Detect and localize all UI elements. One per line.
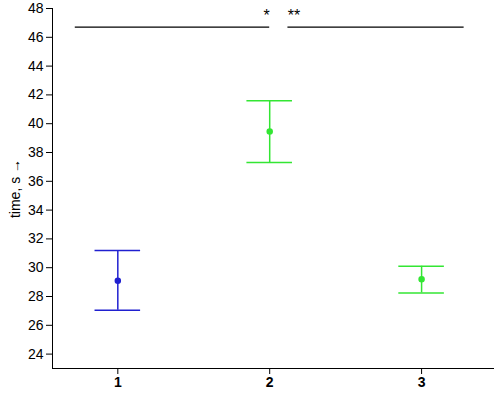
svg-text:34: 34 xyxy=(28,202,44,218)
svg-text:32: 32 xyxy=(28,230,44,246)
svg-text:3: 3 xyxy=(418,374,426,390)
svg-text:44: 44 xyxy=(28,58,44,74)
svg-text:38: 38 xyxy=(28,144,44,160)
svg-text:36: 36 xyxy=(28,173,44,189)
svg-text:30: 30 xyxy=(28,259,44,275)
svg-text:46: 46 xyxy=(28,29,44,45)
svg-text:*: * xyxy=(264,7,270,24)
svg-text:26: 26 xyxy=(28,317,44,333)
svg-text:**: ** xyxy=(288,7,300,24)
svg-text:24: 24 xyxy=(28,346,44,362)
svg-text:1: 1 xyxy=(114,374,122,390)
svg-text:42: 42 xyxy=(28,86,44,102)
svg-text:time, s →: time, s → xyxy=(7,159,23,218)
svg-text:40: 40 xyxy=(28,115,44,131)
svg-text:48: 48 xyxy=(28,0,44,16)
svg-text:2: 2 xyxy=(266,374,274,390)
svg-text:28: 28 xyxy=(28,288,44,304)
